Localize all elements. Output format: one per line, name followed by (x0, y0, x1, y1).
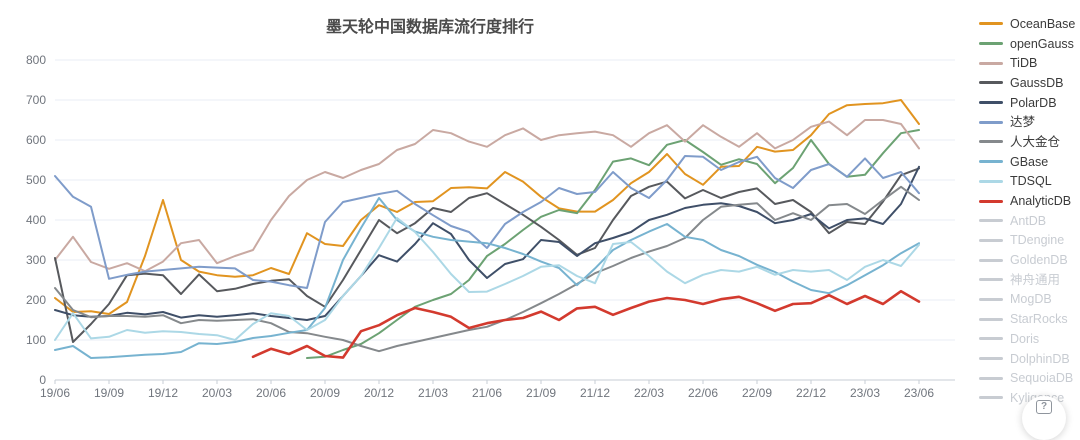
legend-label: GaussDB (1010, 75, 1064, 90)
legend-swatch-icon (979, 297, 1003, 301)
series-line-GBase (54, 197, 920, 359)
x-axis-label-23/06: 23/06 (904, 386, 934, 400)
legend-swatch-icon (979, 258, 1003, 262)
series-line-达梦 (54, 155, 920, 289)
line-chart: 0 100 200 300 400 500 600 700 800 19/06 19/09 19/12… (26, 53, 955, 400)
y-axis-label-600: 600 (26, 133, 46, 147)
legend-label: 达梦 (1010, 115, 1036, 130)
legend-swatch-icon (979, 376, 1003, 380)
y-axis-label-0: 0 (39, 373, 46, 387)
x-axis-label-21/06: 21/06 (472, 386, 502, 400)
legend-swatch-icon (979, 42, 1003, 46)
legend-item-openGauss[interactable]: openGauss (979, 34, 1079, 54)
legend-swatch-icon (979, 396, 1003, 400)
x-axis-label-19/12: 19/12 (148, 386, 178, 400)
legend-label: GoldenDB (1010, 253, 1068, 268)
legend-swatch-icon (979, 120, 1003, 124)
legend-label: AntDB (1010, 213, 1047, 228)
y-axis-label-100: 100 (26, 333, 46, 347)
legend-item-GBase[interactable]: GBase (979, 152, 1079, 172)
legend-item-GoldenDB[interactable]: GoldenDB (979, 250, 1079, 270)
legend-label: OceanBase (1010, 16, 1076, 31)
x-axis-label-22/06: 22/06 (688, 386, 718, 400)
x-axis-label-23/03: 23/03 (850, 386, 880, 400)
legend-item-Doris[interactable]: Doris (979, 329, 1079, 349)
legend-item-OceanBase[interactable]: OceanBase (979, 14, 1079, 34)
legend-swatch-icon (979, 101, 1003, 105)
legend-label: TDSQL (1010, 174, 1052, 189)
legend-swatch-icon (979, 199, 1003, 203)
y-axis-label-800: 800 (26, 53, 46, 67)
x-axis-label-20/09: 20/09 (310, 386, 340, 400)
legend-item-达梦[interactable]: 达梦 (979, 112, 1079, 132)
legend-label: Doris (1010, 331, 1040, 346)
legend-swatch-icon (979, 179, 1003, 183)
legend-label: StarRocks (1010, 312, 1068, 327)
legend-swatch-icon (979, 22, 1003, 26)
legend-item-人大金仓[interactable]: 人大金仓 (979, 132, 1079, 152)
x-axis-label-22/09: 22/09 (742, 386, 772, 400)
legend-label: TiDB (1010, 56, 1038, 71)
legend-item-GaussDB[interactable]: GaussDB (979, 73, 1079, 93)
legend-item-AntDB[interactable]: AntDB (979, 211, 1079, 231)
legend-label: 神舟通用 (1010, 272, 1061, 287)
series-line-PolarDB (54, 165, 920, 321)
y-axis-label-300: 300 (26, 253, 46, 267)
legend-swatch-icon (979, 238, 1003, 242)
legend-item-DolphinDB[interactable]: DolphinDB (979, 349, 1079, 369)
y-axis-label-200: 200 (26, 293, 46, 307)
legend-swatch-icon (979, 140, 1003, 144)
x-axis-label-21/03: 21/03 (418, 386, 448, 400)
legend-label: 人大金仓 (1010, 134, 1061, 149)
y-axis-label-500: 500 (26, 173, 46, 187)
legend-item-TDengine[interactable]: TDengine (979, 231, 1079, 251)
legend-label: PolarDB (1010, 95, 1057, 110)
legend-label: MogDB (1010, 292, 1052, 307)
x-axis-label-20/06: 20/06 (256, 386, 286, 400)
legend-label: DolphinDB (1010, 351, 1070, 366)
legend-label: AnalyticDB (1010, 194, 1072, 209)
legend-label: openGauss (1010, 36, 1074, 51)
help-floating-button[interactable]: ? (1022, 396, 1066, 440)
legend-swatch-icon (979, 160, 1003, 164)
x-axis-label-21/12: 21/12 (580, 386, 610, 400)
question-mark-icon: ? (1036, 400, 1052, 414)
legend-swatch-icon (979, 317, 1003, 321)
x-axis-label-20/03: 20/03 (202, 386, 232, 400)
x-axis-label-21/09: 21/09 (526, 386, 556, 400)
legend-swatch-icon (979, 81, 1003, 85)
legend-swatch-icon (979, 337, 1003, 341)
x-axis-label-22/03: 22/03 (634, 386, 664, 400)
x-axis-label-20/12: 20/12 (364, 386, 394, 400)
y-axis-label-700: 700 (26, 93, 46, 107)
series-line-AnalyticDB (251, 289, 921, 359)
legend-label: TDengine (1010, 233, 1065, 248)
series-line-人大金仓 (54, 185, 920, 353)
legend-label: GBase (1010, 154, 1049, 169)
legend-item-PolarDB[interactable]: PolarDB (979, 93, 1079, 113)
series-line-TDSQL (54, 217, 920, 341)
legend-item-MogDB[interactable]: MogDB (979, 290, 1079, 310)
x-axis-label-19/09: 19/09 (94, 386, 124, 400)
legend-swatch-icon (979, 357, 1003, 361)
y-axis-label-400: 400 (26, 213, 46, 227)
x-axis-label-22/12: 22/12 (796, 386, 826, 400)
legend-item-TDSQL[interactable]: TDSQL (979, 172, 1079, 192)
legend-item-TiDB[interactable]: TiDB (979, 53, 1079, 73)
page-title: 墨天轮中国数据库流行度排行 (325, 19, 535, 36)
legend-swatch-icon (979, 61, 1003, 65)
x-axis-label-19/06: 19/06 (40, 386, 70, 400)
legend-swatch-icon (979, 219, 1003, 223)
legend-swatch-icon (979, 278, 1003, 282)
series-line-GaussDB (54, 167, 920, 343)
legend-label: SequoiaDB (1010, 371, 1074, 386)
legend-item-SequoiaDB[interactable]: SequoiaDB (979, 368, 1079, 388)
legend-item-StarRocks[interactable]: StarRocks (979, 309, 1079, 329)
series-line-TiDB (54, 119, 920, 273)
legend-item-神舟通用[interactable]: 神舟通用 (979, 270, 1079, 290)
series-line-OceanBase (54, 99, 920, 315)
legend-item-AnalyticDB[interactable]: AnalyticDB (979, 191, 1079, 211)
chart-legend: OceanBase openGauss TiDB GaussDB PolarDB 达梦人大… (979, 14, 1079, 408)
